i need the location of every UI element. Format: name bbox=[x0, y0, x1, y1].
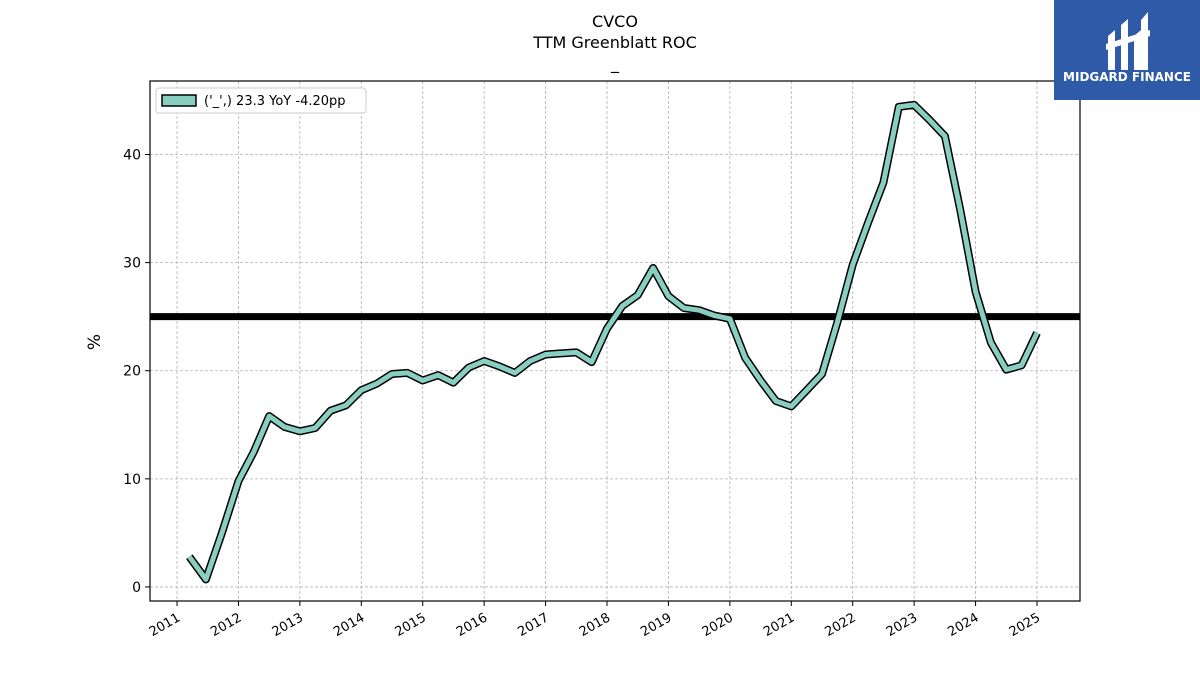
y-tick-label: 0 bbox=[132, 580, 141, 596]
legend: ('_',) 23.3 YoY -4.20pp bbox=[155, 87, 367, 114]
x-tick-label: 2022 bbox=[823, 610, 859, 640]
y-tick-label: 20 bbox=[123, 364, 141, 380]
x-tick-label: 2013 bbox=[270, 610, 306, 640]
legend-swatch bbox=[161, 94, 197, 107]
y-tick-label: 10 bbox=[123, 472, 141, 488]
x-tick-label: 2012 bbox=[208, 610, 244, 640]
x-tick-label: 2025 bbox=[1007, 610, 1043, 640]
series-line bbox=[187, 102, 1040, 582]
x-tick-label: 2019 bbox=[638, 610, 674, 640]
y-axis-label: % bbox=[85, 334, 105, 350]
x-tick-label: 2021 bbox=[761, 610, 797, 640]
x-tick-label: 2016 bbox=[454, 610, 490, 640]
x-tick-label: 2017 bbox=[515, 610, 551, 640]
x-tick-label: 2020 bbox=[700, 610, 736, 640]
x-tick-label: 2015 bbox=[393, 610, 429, 640]
y-tick-label: 40 bbox=[123, 148, 141, 164]
legend-frame bbox=[155, 87, 367, 114]
y-axis: 0 10 20 30 40 bbox=[123, 148, 150, 596]
chart-title: CVCO bbox=[592, 12, 638, 31]
logo-text: MIDGARD FINANCE bbox=[1063, 70, 1191, 84]
x-tick-label: 2011 bbox=[147, 610, 183, 640]
plot-frame bbox=[149, 80, 1081, 602]
x-axis: 2011 2012 2013 2014 2015 2016 2017 2018 2019 2020… bbox=[147, 601, 1043, 640]
chart-subtitle-2: _ bbox=[610, 54, 620, 74]
x-tick-label: 2024 bbox=[945, 610, 981, 640]
x-tick-label: 2018 bbox=[577, 610, 613, 640]
x-tick-label: 2023 bbox=[884, 610, 920, 640]
series-layer bbox=[186, 100, 1041, 584]
logo-mark-icon bbox=[1106, 12, 1150, 70]
x-tick-label: 2014 bbox=[331, 610, 367, 640]
y-tick-label: 30 bbox=[123, 256, 141, 272]
legend-label: ('_',) 23.3 YoY -4.20pp bbox=[204, 94, 346, 109]
chart-subtitle: TTM Greenblatt ROC bbox=[532, 33, 697, 52]
midgard-finance-logo: MIDGARD FINANCE bbox=[1054, 0, 1200, 100]
series-line-outline bbox=[186, 100, 1041, 584]
grid bbox=[150, 81, 1080, 601]
